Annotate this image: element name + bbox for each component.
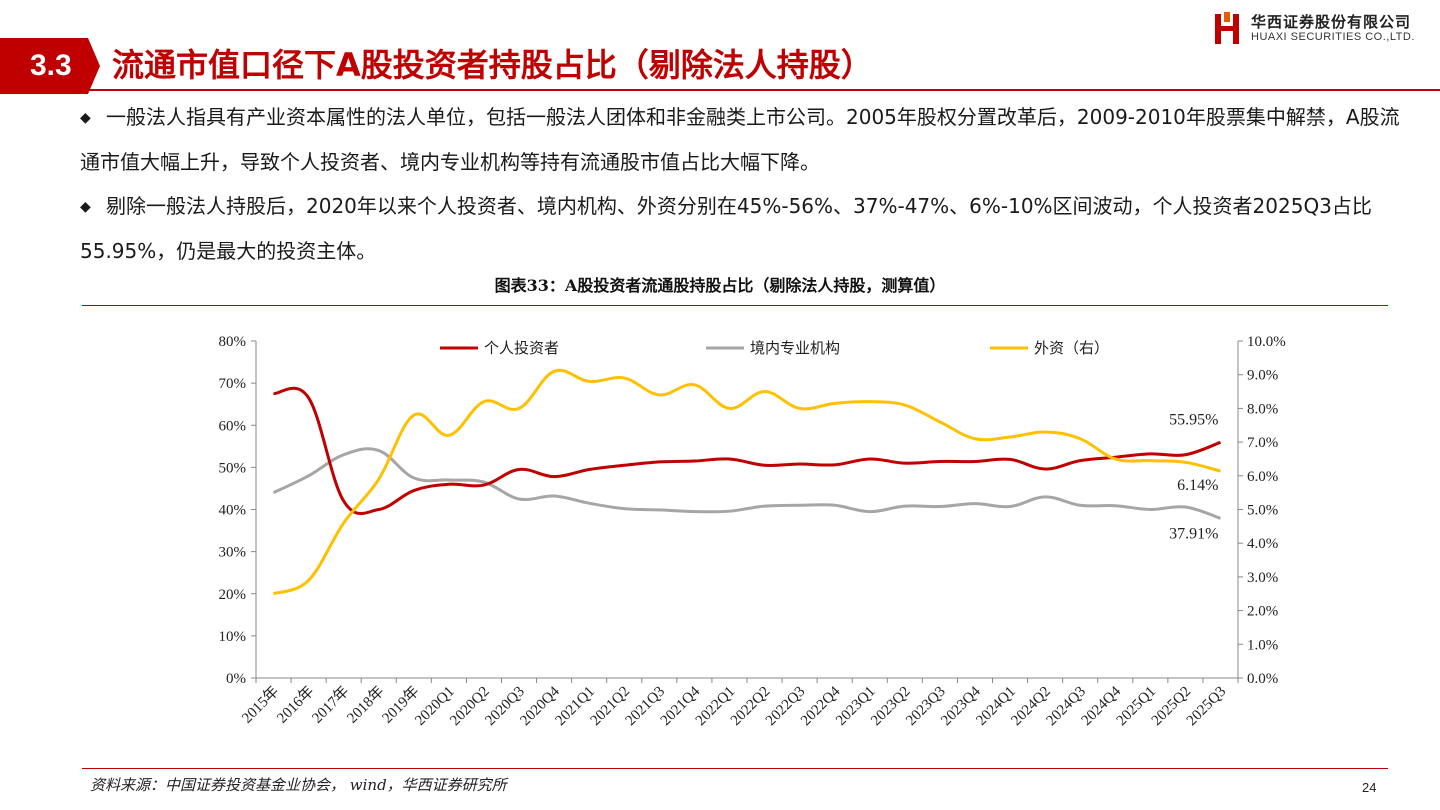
bullet-list: ◆ 一般法人指具有产业资本属性的法人单位，包括一般法人团体和非金融类上市公司。20… (80, 95, 1400, 273)
data-label: 6.14% (1177, 477, 1218, 494)
x-tick-label: 2017年 (309, 683, 353, 727)
series-line-1 (272, 447, 1221, 520)
logo-chinese-name: 华西证券股份有限公司 (1251, 13, 1412, 31)
y-right-tick-label: 0.0% (1247, 671, 1278, 687)
y-right-tick-label: 1.0% (1247, 637, 1278, 653)
y-left-tick-label: 70% (219, 376, 247, 392)
x-tick-label: 2016年 (274, 683, 318, 727)
data-label: 37.91% (1169, 525, 1218, 542)
legend-label: 外资（右） (1034, 339, 1109, 357)
data-label: 55.95% (1169, 411, 1218, 428)
y-left-tick-label: 80% (219, 334, 247, 350)
y-right-tick-label: 10.0% (1247, 334, 1286, 350)
huaxi-logo-icon (1215, 12, 1239, 44)
bullet-item: ◆ 一般法人指具有产业资本属性的法人单位，包括一般法人团体和非金融类上市公司。20… (80, 95, 1400, 184)
bullet-item: ◆ 剔除一般法人持股后，2020年以来个人投资者、境内机构、外资分别在45%-56… (80, 184, 1400, 273)
chart-title: 图表33：A股投资者流通股持股占比（剔除法人持股，测算值） (494, 276, 946, 295)
section-number-badge: 3.3 (0, 38, 100, 94)
diamond-bullet-icon: ◆ (80, 199, 91, 215)
y-right-tick-label: 3.0% (1247, 570, 1278, 586)
y-left-tick-label: 20% (219, 587, 247, 603)
y-right-tick-label: 4.0% (1247, 536, 1278, 552)
y-right-tick-label: 8.0% (1247, 401, 1278, 417)
logo-english-name: HUAXI SECURITIES CO.,LTD. (1251, 31, 1415, 43)
x-tick-label: 2018年 (344, 683, 388, 727)
y-right-tick-label: 2.0% (1247, 604, 1278, 620)
footer-rule (82, 768, 1388, 769)
y-right-tick-label: 9.0% (1247, 368, 1278, 384)
y-right-tick-label: 7.0% (1247, 435, 1278, 451)
x-tick-label: 2025Q3 (1184, 684, 1229, 729)
y-left-tick-label: 40% (219, 503, 247, 519)
y-left-tick-label: 0% (226, 671, 246, 687)
page-number: 24 (1362, 780, 1377, 795)
header-rule (0, 89, 1440, 91)
legend-label: 境内专业机构 (750, 339, 840, 357)
x-tick-label: 2015年 (239, 683, 283, 727)
legend-label: 个人投资者 (484, 339, 559, 357)
bullet-text: 剔除一般法人持股后，2020年以来个人投资者、境内机构、外资分别在45%-56%… (80, 194, 1372, 263)
series-line-0 (273, 386, 1221, 516)
chart-top-rule (82, 305, 1388, 306)
y-left-tick-label: 50% (219, 460, 247, 476)
page-title: 流通市值口径下A股投资者持股占比（剔除法人持股） (112, 46, 873, 84)
y-right-tick-label: 5.0% (1247, 503, 1278, 519)
diamond-bullet-icon: ◆ (80, 110, 91, 126)
company-logo: 华西证券股份有限公司 HUAXI SECURITIES CO.,LTD. (1213, 10, 1433, 50)
y-left-tick-label: 10% (219, 629, 247, 645)
source-note: 资料来源：中国证券投资基金业协会， wind，华西证券研究所 (90, 776, 507, 794)
line-chart: 0% 10% 20% 30% 40% 50% 60% 70% 80% 0.0% 1.0% 2.0% 3.… (219, 334, 1286, 729)
y-left-tick-label: 60% (219, 418, 247, 434)
bullet-text: 一般法人指具有产业资本属性的法人单位，包括一般法人团体和非金融类上市公司。200… (80, 105, 1400, 174)
series-line-2 (272, 368, 1221, 596)
y-right-tick-label: 6.0% (1247, 469, 1278, 485)
y-left-tick-label: 30% (219, 545, 247, 561)
